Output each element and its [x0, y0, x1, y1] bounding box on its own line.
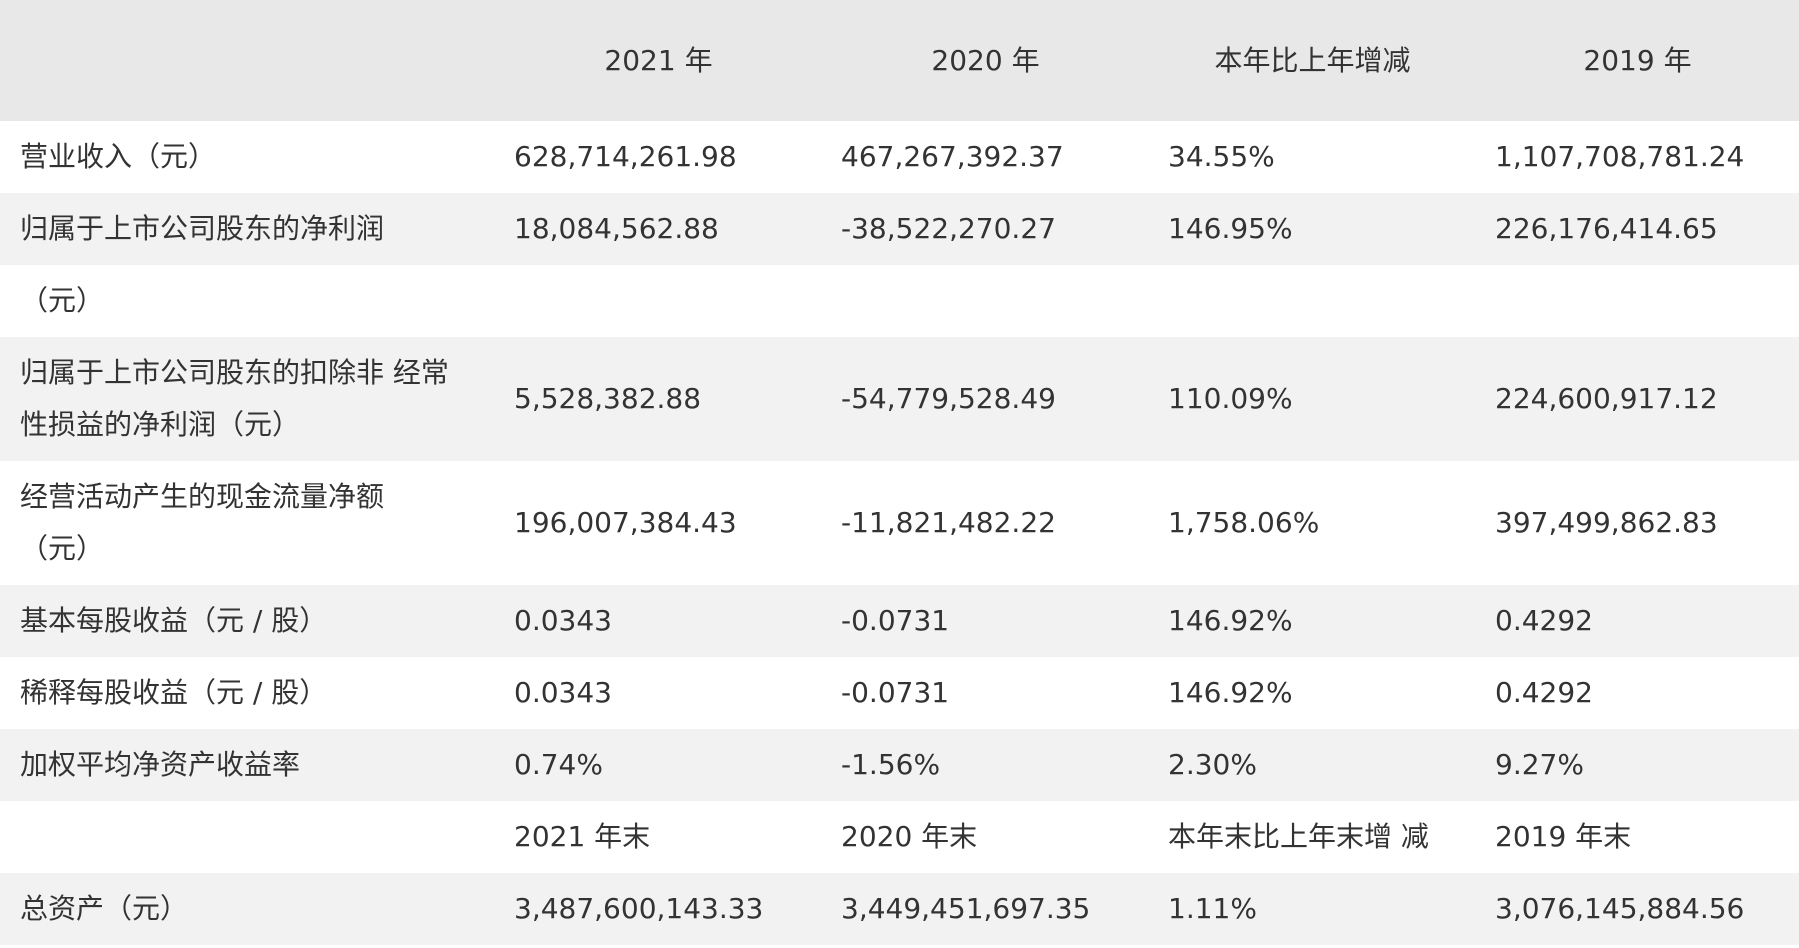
subheader-empty-cell	[0, 801, 495, 873]
subheader-2019-end: 2019 年末	[1495, 820, 1632, 853]
row-label-line1: 经营活动产生的现金流量净额	[20, 480, 385, 513]
header-change: 本年比上年增减	[1214, 43, 1411, 77]
header-2019: 2019 年	[1583, 43, 1692, 77]
table-header-row: 2021 年 2020 年 本年比上年增减 2019 年	[0, 0, 1799, 121]
value-2021: 628,714,261.98	[514, 140, 737, 173]
table-row-net-profit: 归属于上市公司股东的净利润 18,084,562.88 -38,522,270.…	[0, 193, 1799, 265]
value-2021: 0.0343	[514, 604, 612, 637]
table-row-diluted-eps: 稀释每股收益（元 / 股） 0.0343 -0.0731 146.92% 0.4…	[0, 657, 1799, 729]
value-change: 2.30%	[1168, 748, 1257, 781]
value-2021: 5,528,382.88	[514, 382, 702, 415]
table-row-roe: 加权平均净资产收益率 0.74% -1.56% 2.30% 9.27%	[0, 729, 1799, 801]
row-label: 稀释每股收益（元 / 股）	[20, 676, 328, 709]
value-2020: 3,449,451,697.35	[841, 892, 1091, 925]
empty-cell	[1149, 265, 1476, 337]
table-row-operating-cash-flow: 经营活动产生的现金流量净额 （元） 196,007,384.43 -11,821…	[0, 461, 1799, 585]
value-2021: 18,084,562.88	[514, 212, 719, 245]
row-label-line1: 归属于上市公司股东的扣除非 经常	[20, 356, 449, 389]
value-2019: 1,107,708,781.24	[1495, 140, 1745, 173]
table-row-basic-eps: 基本每股收益（元 / 股） 0.0343 -0.0731 146.92% 0.4…	[0, 585, 1799, 657]
header-2021: 2021 年	[604, 43, 713, 77]
row-label-line2: 性损益的净利润（元）	[20, 408, 301, 441]
row-label: 总资产（元）	[20, 892, 189, 925]
subheader-2021-end: 2021 年末	[514, 820, 651, 853]
value-2020: -0.0731	[841, 604, 950, 637]
value-2020: -1.56%	[841, 748, 941, 781]
empty-cell	[1476, 265, 1799, 337]
table-subheader-row: 2021 年末 2020 年末 本年末比上年末增 减 2019 年末	[0, 801, 1799, 873]
value-change: 146.92%	[1168, 604, 1293, 637]
table-row-total-assets: 总资产（元） 3,487,600,143.33 3,449,451,697.35…	[0, 873, 1799, 945]
value-change: 1,758.06%	[1168, 506, 1320, 539]
row-label: 经营活动产生的现金流量净额 （元）	[0, 461, 495, 585]
value-2019: 3,076,145,884.56	[1495, 892, 1745, 925]
header-2020: 2020 年	[931, 43, 1040, 77]
subheader-2020-end: 2020 年末	[841, 820, 978, 853]
value-change: 1.11%	[1168, 892, 1257, 925]
value-2019: 224,600,917.12	[1495, 382, 1718, 415]
value-2020: -38,522,270.27	[841, 212, 1056, 245]
table-row-deducted-net-profit: 归属于上市公司股东的扣除非 经常 性损益的净利润（元） 5,528,382.88…	[0, 337, 1799, 461]
value-2019: 0.4292	[1495, 604, 1593, 637]
value-2019: 397,499,862.83	[1495, 506, 1718, 539]
value-change: 146.92%	[1168, 676, 1293, 709]
value-2019: 0.4292	[1495, 676, 1593, 709]
empty-cell	[495, 265, 822, 337]
value-2021: 3,487,600,143.33	[514, 892, 764, 925]
value-2019: 9.27%	[1495, 748, 1584, 781]
row-label-continued: （元）	[20, 284, 105, 317]
subheader-change: 本年末比上年末增 减	[1168, 820, 1429, 853]
value-2020: -0.0731	[841, 676, 950, 709]
table-row-revenue: 营业收入（元） 628,714,261.98 467,267,392.37 34…	[0, 121, 1799, 193]
row-label-line2: （元）	[20, 532, 105, 565]
value-change: 34.55%	[1168, 140, 1275, 173]
row-label: 归属于上市公司股东的净利润	[20, 212, 385, 245]
table-row-net-profit-continued: （元）	[0, 265, 1799, 337]
value-2020: -11,821,482.22	[841, 506, 1056, 539]
value-2020: -54,779,528.49	[841, 382, 1056, 415]
row-label: 归属于上市公司股东的扣除非 经常 性损益的净利润（元）	[0, 337, 495, 461]
value-change: 110.09%	[1168, 382, 1293, 415]
row-label: 加权平均净资产收益率	[20, 748, 301, 781]
row-label: 营业收入（元）	[20, 140, 217, 173]
value-change: 146.95%	[1168, 212, 1293, 245]
value-2021: 0.74%	[514, 748, 603, 781]
empty-cell	[822, 265, 1149, 337]
value-2021: 0.0343	[514, 676, 612, 709]
value-2019: 226,176,414.65	[1495, 212, 1718, 245]
value-2021: 196,007,384.43	[514, 506, 737, 539]
value-2020: 467,267,392.37	[841, 140, 1064, 173]
row-label: 基本每股收益（元 / 股）	[20, 604, 328, 637]
